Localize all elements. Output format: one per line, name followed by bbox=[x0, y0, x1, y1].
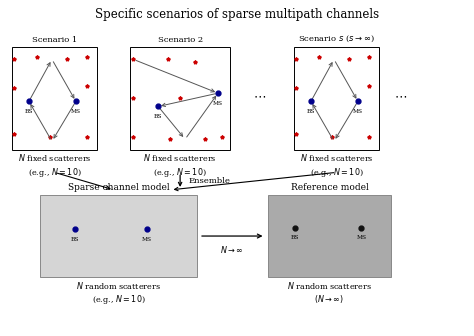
Text: (e.g., $N = 10$): (e.g., $N = 10$) bbox=[153, 166, 207, 179]
Text: (e.g., $N = 10$): (e.g., $N = 10$) bbox=[27, 166, 82, 179]
Text: $N$ fixed scatterers: $N$ fixed scatterers bbox=[300, 152, 374, 163]
Text: $N \rightarrow \infty$: $N \rightarrow \infty$ bbox=[220, 245, 244, 255]
Text: BS: BS bbox=[291, 235, 299, 240]
Text: Specific scenarios of sparse multipath channels: Specific scenarios of sparse multipath c… bbox=[95, 8, 379, 22]
Text: Reference model: Reference model bbox=[291, 183, 368, 192]
Text: (e.g., $N = 10$): (e.g., $N = 10$) bbox=[91, 293, 146, 306]
Text: BS: BS bbox=[71, 237, 79, 242]
Text: MS: MS bbox=[356, 235, 366, 240]
Text: MS: MS bbox=[71, 109, 81, 114]
Text: MS: MS bbox=[213, 100, 223, 106]
Text: Sparse channel model: Sparse channel model bbox=[68, 183, 169, 192]
Text: BS: BS bbox=[154, 114, 163, 119]
Text: $N$ random scatterers: $N$ random scatterers bbox=[76, 280, 161, 291]
Bar bbox=[294, 47, 379, 150]
Text: (e.g., $N = 10$): (e.g., $N = 10$) bbox=[310, 166, 364, 179]
Text: Scenario $s$ ($s \rightarrow \infty$): Scenario $s$ ($s \rightarrow \infty$) bbox=[298, 33, 375, 44]
Text: MS: MS bbox=[142, 237, 152, 242]
Text: BS: BS bbox=[25, 109, 33, 114]
Text: $(N \rightarrow \infty)$: $(N \rightarrow \infty)$ bbox=[314, 293, 345, 305]
Text: MS: MS bbox=[353, 109, 363, 114]
Bar bbox=[12, 47, 97, 150]
Text: $N$ fixed scatterers: $N$ fixed scatterers bbox=[143, 152, 217, 163]
Bar bbox=[268, 195, 391, 277]
Text: BS: BS bbox=[307, 109, 315, 114]
Bar bbox=[130, 47, 230, 150]
Text: $\cdots$: $\cdots$ bbox=[394, 89, 407, 102]
Text: $N$ fixed scatterers: $N$ fixed scatterers bbox=[18, 152, 91, 163]
Text: Ensemble: Ensemble bbox=[189, 177, 231, 185]
Text: Scenario 2: Scenario 2 bbox=[157, 36, 203, 44]
Text: Scenario 1: Scenario 1 bbox=[32, 36, 77, 44]
Bar bbox=[40, 195, 197, 277]
Text: $\cdots$: $\cdots$ bbox=[253, 89, 266, 102]
Text: $N$ random scatterers: $N$ random scatterers bbox=[287, 280, 372, 291]
